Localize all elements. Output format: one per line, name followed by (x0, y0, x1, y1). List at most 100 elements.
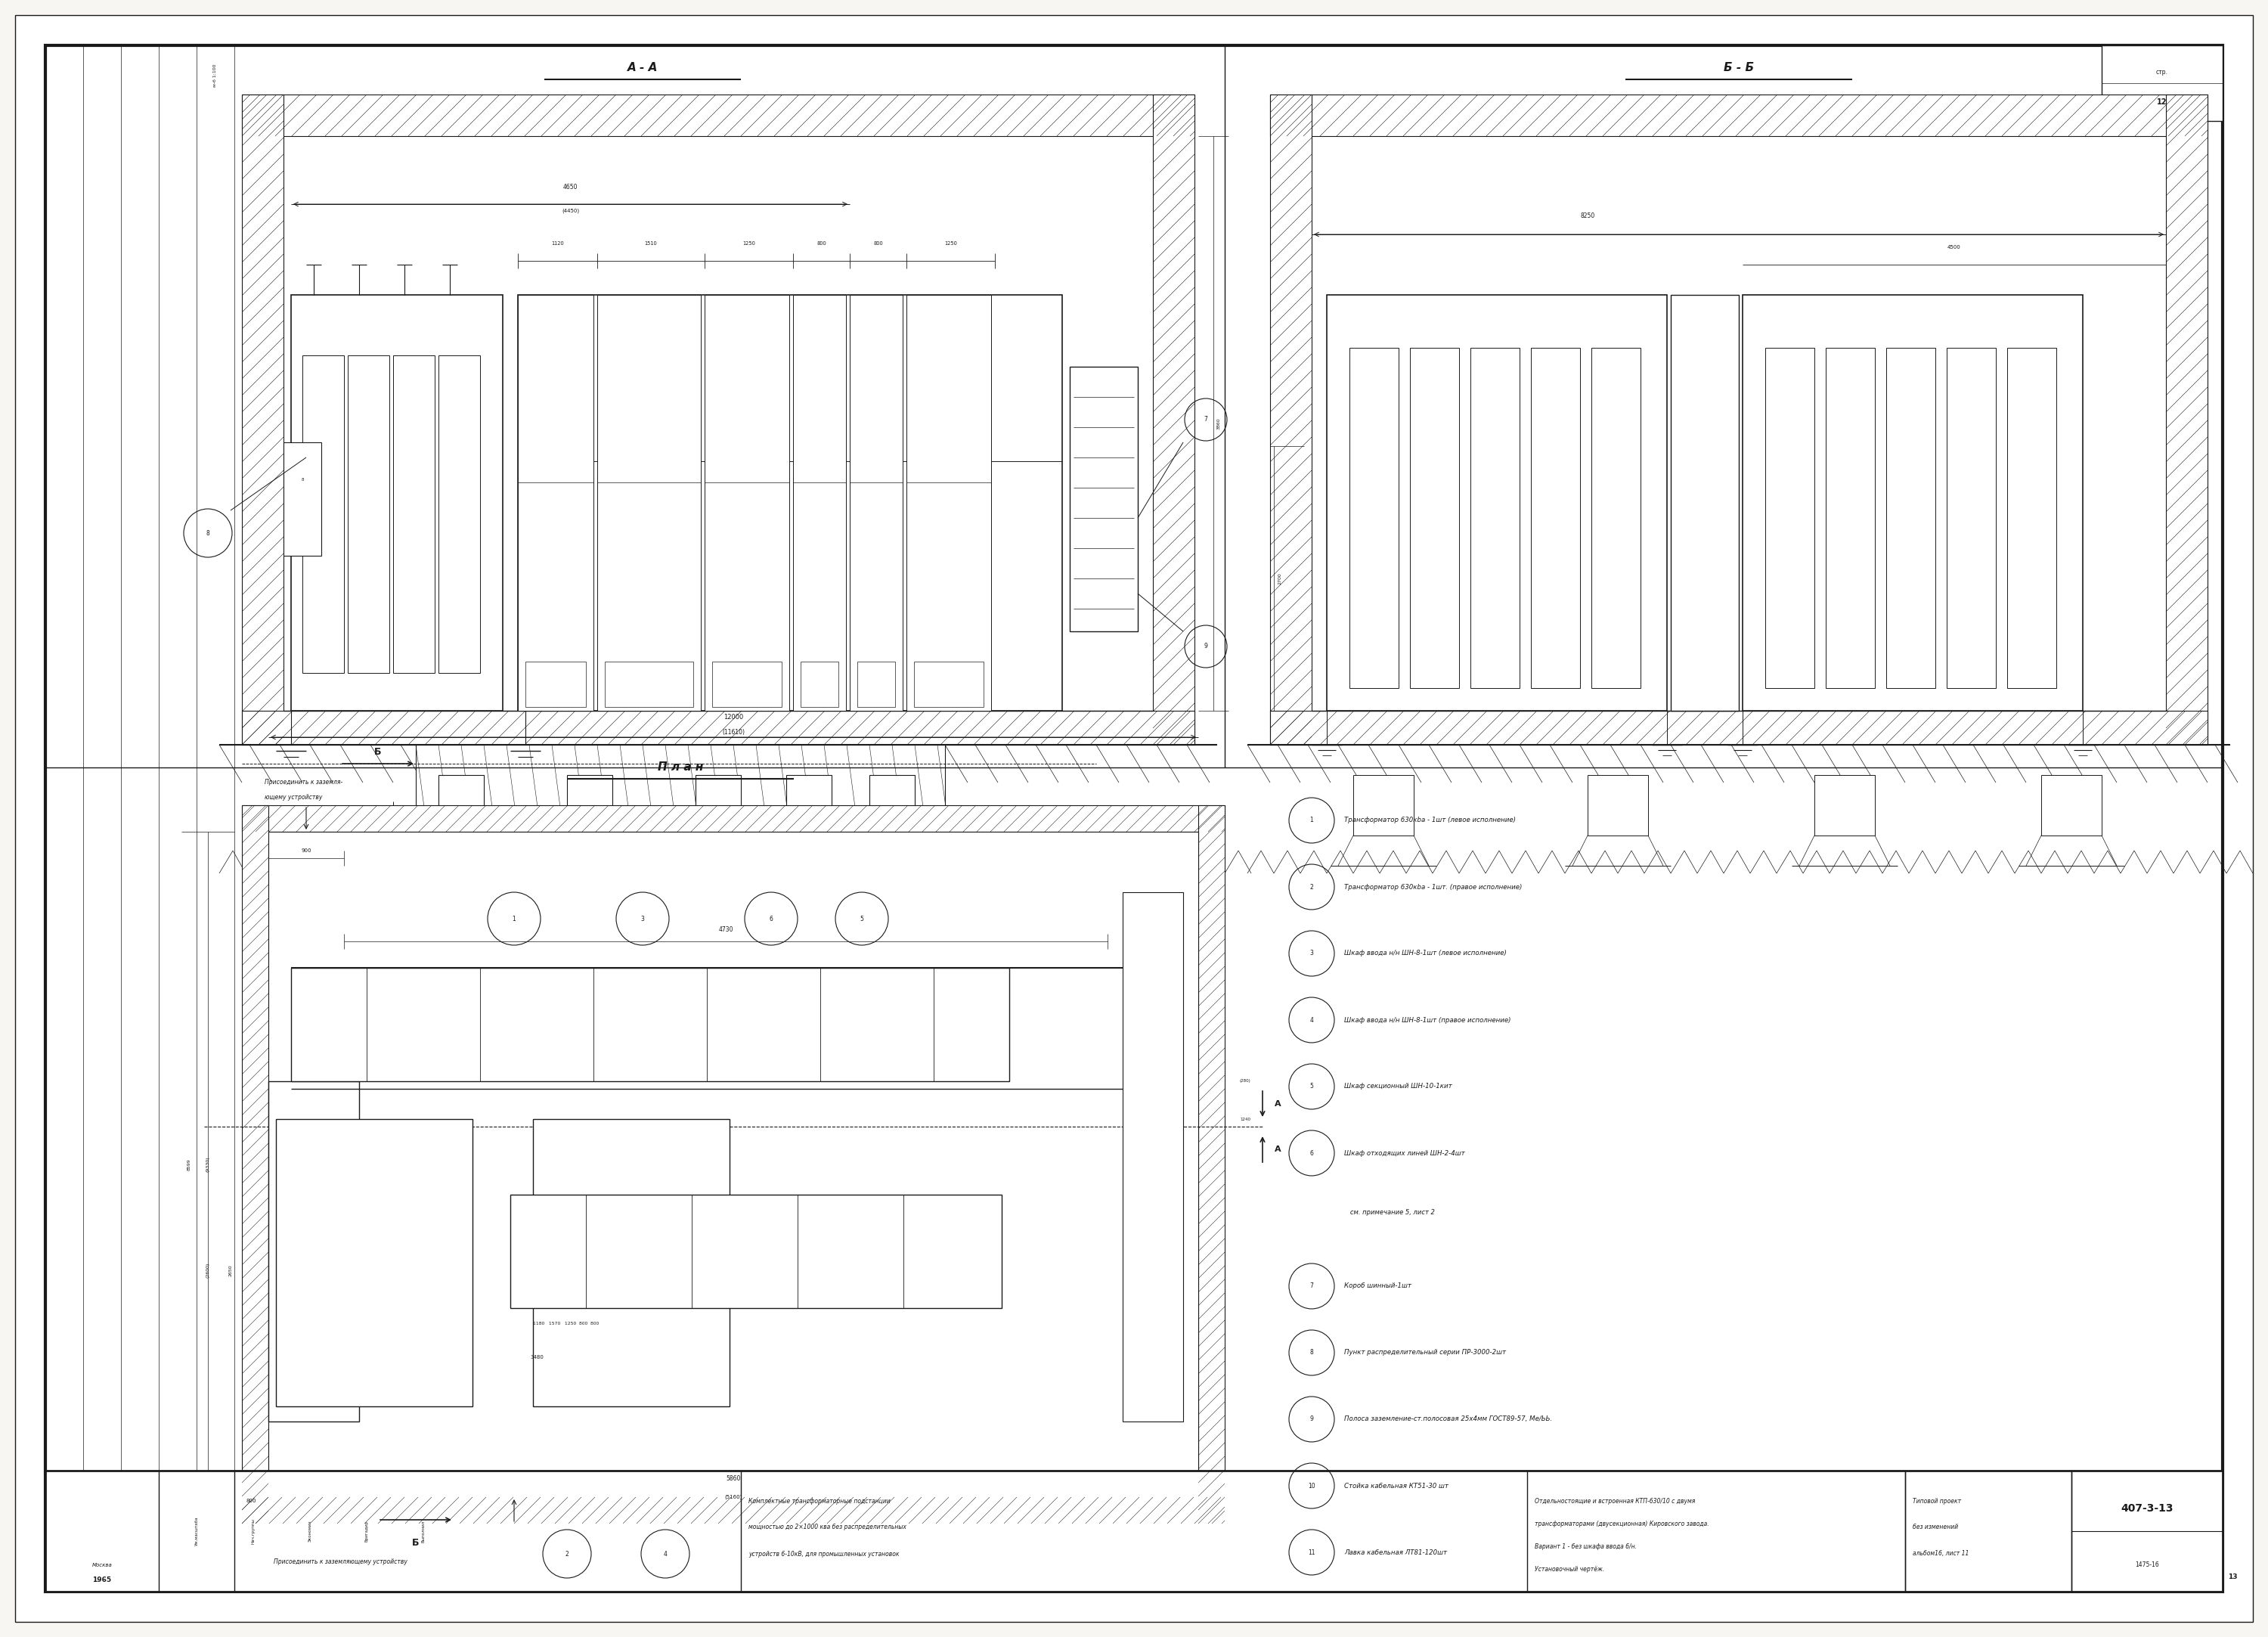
Text: 4730: 4730 (719, 927, 733, 933)
Bar (705, 295, 789, 710)
Text: Шкаф ввода н/н ШН-8-1шт (левое исполнение): Шкаф ввода н/н ШН-8-1шт (левое исполнени… (1345, 949, 1506, 958)
Text: 1250: 1250 (943, 241, 957, 246)
Bar (1887, 347, 1935, 688)
Text: 2: 2 (1311, 884, 1313, 891)
Text: (9330): (9330) (206, 1157, 209, 1172)
Bar (1765, 347, 1814, 688)
Text: 5860: 5860 (726, 1475, 742, 1481)
Bar (1592, 347, 1640, 688)
Bar (2102, 46, 2223, 121)
Text: 1240: 1240 (1241, 1116, 1250, 1121)
Bar (1946, 347, 1996, 688)
Text: Отдельностоящие и встроенная КТП-630/10 с двумя: Отдельностоящие и встроенная КТП-630/10 … (1535, 1498, 1694, 1504)
Text: Москва: Москва (93, 1563, 111, 1568)
Bar (1814, 774, 1876, 835)
Bar (517, 295, 1061, 710)
Bar (1349, 347, 1399, 688)
Text: (280): (280) (1241, 1079, 1252, 1084)
Text: 6: 6 (1311, 1149, 1313, 1156)
Bar (1588, 774, 1649, 835)
Bar (302, 355, 345, 673)
Bar (347, 355, 390, 673)
Bar (290, 967, 1009, 1082)
Bar (277, 1120, 472, 1406)
Bar (517, 295, 594, 710)
Bar (850, 295, 903, 710)
Text: 1510: 1510 (644, 241, 658, 246)
Text: 5: 5 (860, 915, 864, 922)
Text: 1: 1 (1311, 817, 1313, 823)
Bar (794, 295, 846, 710)
Text: А: А (1275, 1146, 1281, 1152)
Bar (914, 661, 984, 707)
Bar (596, 295, 701, 710)
Text: Установочный чертёж.: Установочный чертёж. (1535, 1565, 1603, 1573)
Text: 8: 8 (1311, 1349, 1313, 1355)
Bar (1531, 347, 1581, 688)
Bar (1270, 95, 1311, 745)
Text: 6: 6 (769, 915, 773, 922)
Bar (1198, 805, 1225, 1524)
Text: без изменений: без изменений (1912, 1524, 1957, 1531)
Text: 13: 13 (2227, 1573, 2239, 1580)
Text: см. примечание 5, лист 2: см. примечание 5, лист 2 (1345, 1208, 1436, 1215)
Bar (2007, 347, 2057, 688)
Text: альбом16, лист 11: альбом16, лист 11 (1912, 1550, 1969, 1557)
Text: П л а н: П л а н (658, 761, 703, 773)
Text: Нач.группы: Нач.группы (252, 1519, 254, 1544)
Bar (567, 774, 612, 820)
Text: Выполнил: Выполнил (422, 1521, 426, 1542)
Text: трансформаторами (двусекционная) Кировского завода.: трансформаторами (двусекционная) Кировск… (1535, 1521, 1710, 1527)
Text: 3480: 3480 (531, 1355, 544, 1359)
Text: Трансформатор 630кba - 1шт. (правое исполнение): Трансформатор 630кba - 1шт. (правое испо… (1345, 884, 1522, 891)
Text: 12000: 12000 (723, 714, 744, 720)
Bar (415, 745, 946, 858)
Bar (696, 774, 742, 820)
Text: 407-3-13: 407-3-13 (2121, 1503, 2173, 1514)
Text: Шкаф отходящих линей ШН-2-4шт: Шкаф отходящих линей ШН-2-4шт (1345, 1149, 1465, 1156)
Text: ющему устройству: ющему устройству (265, 794, 322, 800)
Text: 2: 2 (565, 1550, 569, 1557)
Text: 3: 3 (642, 915, 644, 922)
Text: 4: 4 (1311, 1017, 1313, 1023)
Bar (510, 1195, 1002, 1308)
Bar (268, 1082, 358, 1421)
Text: 1475-16: 1475-16 (2134, 1562, 2159, 1568)
Text: Присоединить к заземляющему устройству: Присоединить к заземляющему устройству (274, 1558, 406, 1565)
Bar (787, 774, 832, 820)
Text: 12: 12 (2157, 98, 2168, 106)
Bar (243, 805, 1225, 832)
Text: 8: 8 (206, 530, 209, 537)
Text: Бригадир: Бригадир (365, 1521, 367, 1542)
Bar (1070, 367, 1139, 632)
Text: 8: 8 (302, 478, 304, 481)
Bar (2041, 774, 2102, 835)
Text: 800: 800 (873, 241, 882, 246)
Bar (438, 355, 481, 673)
Text: 3860: 3860 (1218, 417, 1220, 429)
Text: 9: 9 (1311, 1416, 1313, 1423)
Bar (243, 95, 284, 745)
Text: Вариант 1 - без шкафа ввода 6/н.: Вариант 1 - без шкафа ввода 6/н. (1535, 1542, 1637, 1550)
Text: Полоса заземление-ст.полосовая 25х4мм ГОСТ89-57, Ме/ЬЬ.: Полоса заземление-ст.полосовая 25х4мм ГО… (1345, 1416, 1551, 1423)
Bar (290, 295, 503, 710)
Text: 2700: 2700 (1277, 573, 1281, 584)
Text: Экономик: Экономик (308, 1521, 311, 1542)
Bar (1195, 136, 1241, 710)
Text: (2600): (2600) (206, 1262, 209, 1278)
Text: Шкаф ввода н/н ШН-8-1шт (правое исполнение): Шкаф ввода н/н ШН-8-1шт (правое исполнен… (1345, 1017, 1510, 1023)
Bar (533, 1120, 730, 1406)
Text: стр.: стр. (2157, 69, 2168, 75)
Text: 2650: 2650 (229, 1264, 231, 1277)
Bar (1270, 710, 2207, 745)
Text: Присоединить к заземля-: Присоединить к заземля- (265, 779, 342, 786)
Text: Шкаф секционный ШН-10-1кит: Шкаф секционный ШН-10-1кит (1345, 1084, 1452, 1090)
Text: 8599: 8599 (186, 1159, 191, 1170)
Bar (268, 832, 1198, 1498)
Bar (869, 774, 914, 820)
Text: устройств 6-10кВ, для промышленных установок: устройств 6-10кВ, для промышленных устан… (748, 1550, 898, 1557)
Bar (1470, 347, 1520, 688)
Text: 4500: 4500 (1948, 246, 1962, 249)
Text: 1180   1570   1250  800  800: 1180 1570 1250 800 800 (533, 1321, 599, 1324)
Bar (801, 661, 839, 707)
